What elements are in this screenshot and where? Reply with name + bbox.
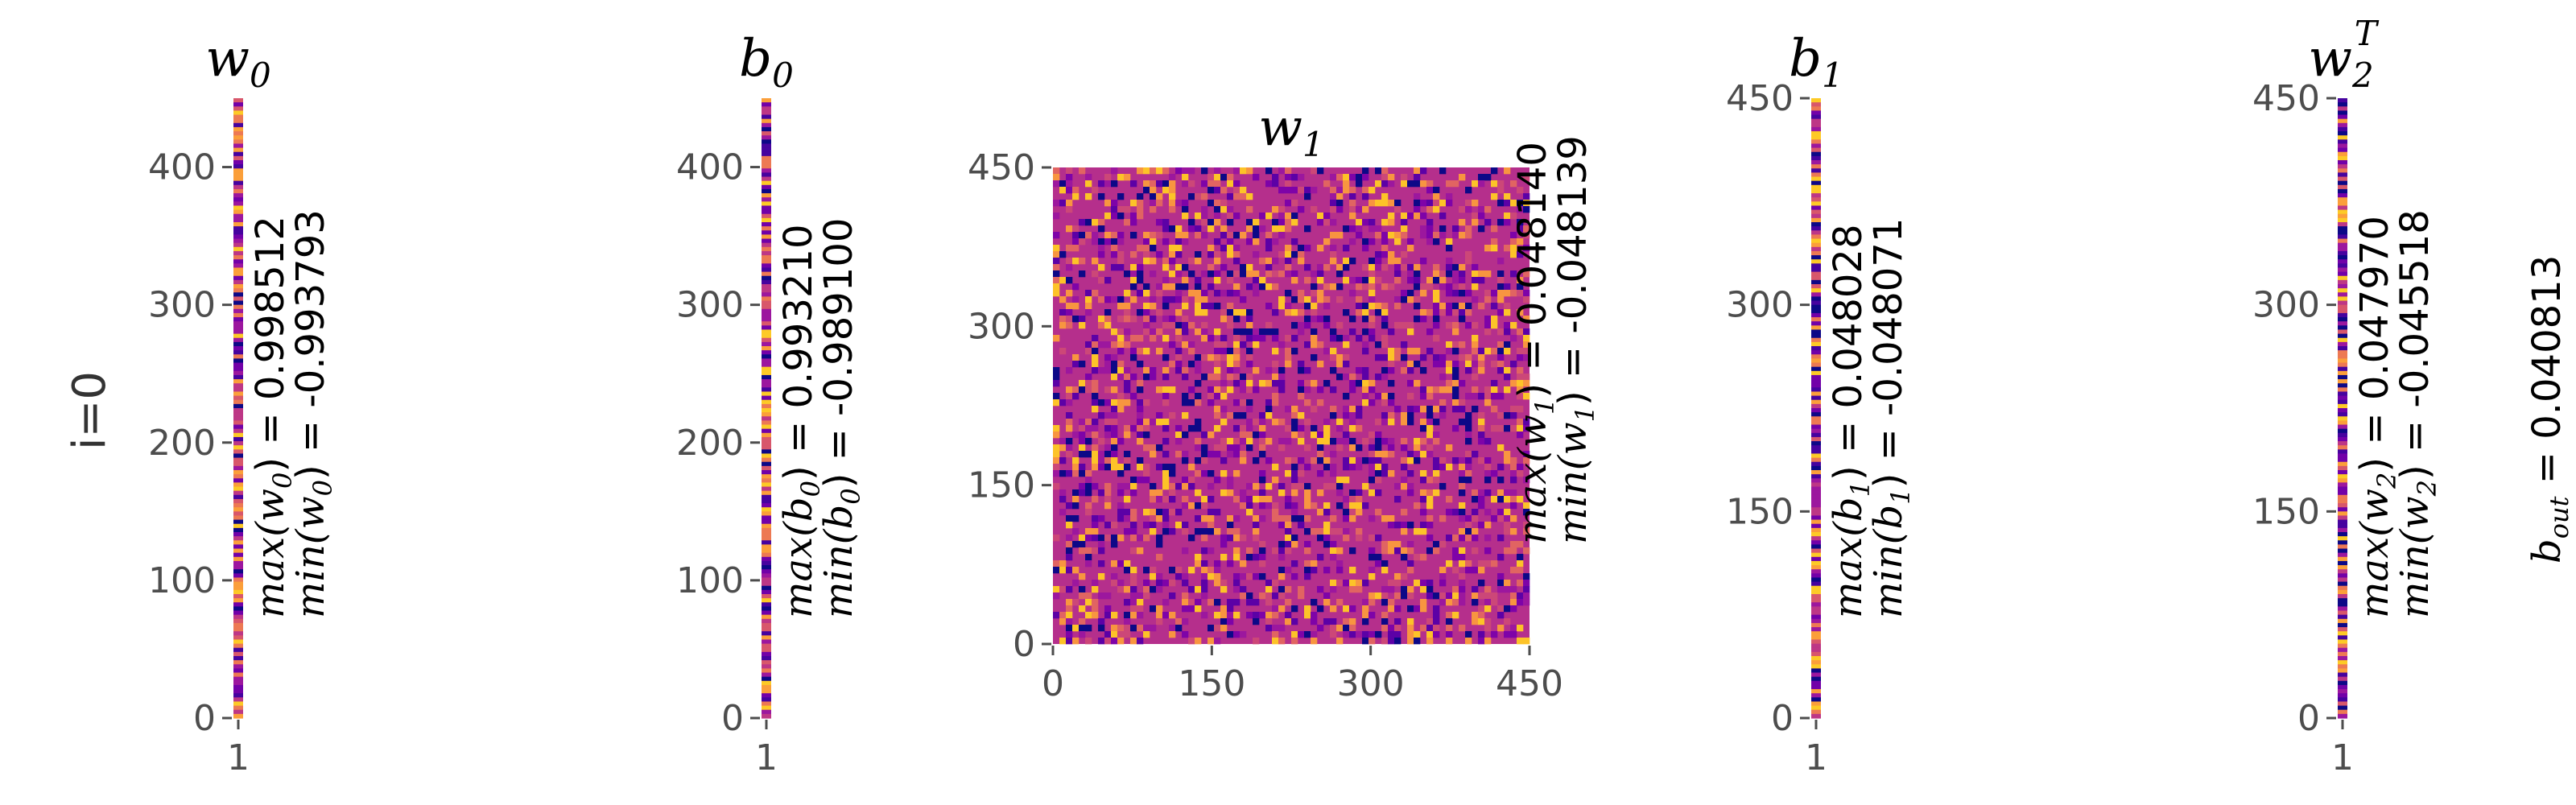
b1-min-label: min(b1) = -0.048071: [1866, 218, 1916, 618]
w1-xtick-label: 0: [1042, 663, 1064, 704]
w2T-ytick-label: 450: [2252, 78, 2320, 119]
w2T-strip: [2338, 98, 2347, 719]
row-label: i=0: [64, 371, 116, 450]
w2T-max-label: max(w2) = 0.047970: [2352, 216, 2402, 618]
w1-image: [1053, 167, 1530, 645]
b0-xtick-label: 1: [755, 737, 778, 778]
w1-ytick-label: 450: [968, 147, 1035, 188]
w0-ytick-label: 400: [148, 147, 216, 188]
panel-w2T: 0 150 300 450 1 w2T max(w2) = 0.047970min(w2) …: [2252, 14, 2442, 778]
w1-ytick-label: 300: [968, 306, 1035, 347]
b0-max-label: max(b0) = 0.993210: [776, 224, 826, 618]
w0-title: w0: [205, 29, 271, 95]
w1-ytick-label: 150: [968, 465, 1035, 506]
b1-title: b1: [1789, 29, 1843, 95]
b-out-label: bout = 0.040813: [2524, 255, 2574, 564]
b1-ytick-label: 150: [1726, 491, 1794, 532]
w0-ytick-label: 300: [148, 285, 216, 326]
w2T-title: w2T: [2308, 14, 2380, 95]
b0-min-label: min(b0) = -0.989100: [816, 218, 866, 618]
w1-xtick-label: 300: [1337, 663, 1405, 704]
w0-min-label: min(w0) = -0.993793: [288, 209, 338, 618]
panel-w1: 0 150 300 450 0 150 300 450 w1 max(w1) = 0.048140…: [968, 98, 1600, 704]
w2T-ytick-label: 300: [2252, 285, 2320, 326]
w0-ytick-label: 200: [148, 423, 216, 464]
b1-strip: [1811, 98, 1821, 719]
w1-ytick-label: 0: [1013, 624, 1035, 665]
b0-strip: [762, 98, 771, 719]
w0-ytick-label: 100: [148, 560, 216, 601]
w0-strip: [233, 98, 243, 719]
b0-ytick-label: 0: [721, 698, 744, 739]
b1-ytick-label: 0: [1771, 698, 1794, 739]
w2T-min-label: min(w2) = -0.045518: [2392, 209, 2442, 618]
w2T-ytick-label: 150: [2252, 491, 2320, 532]
panel-b0: 0 100 200 300 400 1 b0 max(b0) = 0.993210min(b0…: [676, 29, 866, 778]
b1-ytick-label: 300: [1726, 285, 1794, 326]
w0-max-label: max(w0) = 0.998512: [248, 216, 298, 618]
b0-title: b0: [739, 29, 794, 95]
panel-w0: 0 100 200 300 400 1 w0 max(w0) = 0.998512min(w0…: [148, 29, 338, 778]
b0-ytick-label: 400: [676, 147, 744, 188]
w1-title: w1: [1258, 98, 1324, 164]
w2T-ytick-label: 0: [2297, 698, 2320, 739]
b0-ytick-label: 300: [676, 285, 744, 326]
w0-xtick-label: 1: [227, 737, 250, 778]
b1-max-label: max(b1) = 0.048028: [1826, 224, 1876, 618]
b1-ytick-label: 450: [1726, 78, 1794, 119]
w0-ytick-label: 0: [193, 698, 216, 739]
b0-ytick-label: 200: [676, 423, 744, 464]
w1-xtick-label: 450: [1496, 663, 1563, 704]
w1-min-label: min(w1) = -0.048139: [1550, 135, 1600, 544]
b1-xtick-label: 1: [1805, 737, 1827, 778]
w2T-xtick-label: 1: [2331, 737, 2354, 778]
w1-max-label: max(w1) = 0.048140: [1510, 142, 1560, 544]
b0-ytick-label: 100: [676, 560, 744, 601]
w1-xtick-label: 150: [1178, 663, 1245, 704]
